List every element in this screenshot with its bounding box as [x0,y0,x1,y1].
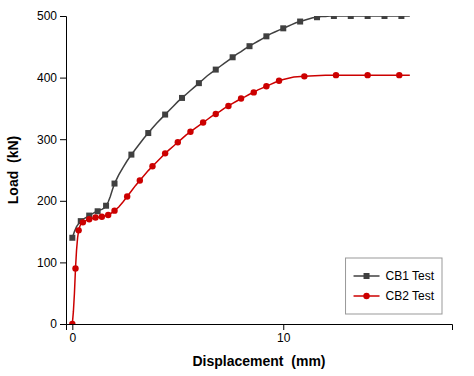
point [112,181,118,187]
point [145,130,151,136]
y-tick-label: 0 [50,317,57,331]
legend-marker [363,293,369,299]
y-tick: 500 [37,9,66,23]
y-tick-mark [60,139,66,140]
legend-marker [364,273,370,279]
y-tick: 200 [37,194,66,208]
y-axis: 0 100 200 300 400 500 [37,9,67,331]
point [69,321,75,324]
x-axis-title: Displacement (mm) [192,353,325,369]
point [297,19,303,25]
legend-item: CB1 Test [354,269,435,283]
point [103,203,109,209]
point [86,216,92,222]
point [124,193,130,199]
point [99,214,105,220]
y-tick: 100 [37,256,66,270]
point [128,152,134,158]
point [247,43,253,49]
x-axis: 0 10 [67,324,453,345]
point [111,207,117,213]
x-tick-mark [283,324,284,330]
point [200,119,206,125]
series-line [72,16,409,238]
x-tick-label: 0 [69,331,76,345]
legend-box [346,258,442,314]
point [69,235,75,241]
y-axis-title: Load (kN) [5,136,21,204]
point [276,77,282,83]
point [75,227,81,233]
x-tick: 10 [277,324,291,345]
point [105,212,111,218]
point [238,95,244,101]
point [175,139,181,145]
x-tick-label: 10 [277,331,291,345]
y-tick-label: 100 [37,256,57,270]
point [230,54,236,60]
y-tick-mark [60,262,66,263]
point [196,80,202,86]
legend-label: CB1 Test [386,269,435,283]
x-tick: 0 [69,324,76,345]
point [301,73,307,79]
point [398,16,404,19]
point [95,208,101,214]
y-axis-line [60,17,67,325]
y-tick-label: 300 [37,133,57,147]
point [263,33,269,39]
plot: 0100100200300400500CB1 TestCB2 Test [37,9,453,344]
y-tick-mark [60,78,66,79]
point [80,219,86,225]
y-tick-label: 500 [37,9,57,23]
point [251,89,257,95]
point [364,72,370,78]
point [92,214,98,220]
point [187,129,193,135]
point [263,83,269,89]
y-tick: 300 [37,133,66,147]
point [365,16,371,19]
chart: 0100100200300400500CB1 TestCB2 TestDispl… [0,0,474,376]
y-tick: 400 [37,71,66,85]
point [179,95,185,101]
point [225,103,231,109]
y-tick: 0 [50,317,66,331]
point [396,72,402,78]
point [314,16,320,20]
point [348,16,354,19]
point [149,163,155,169]
y-tick-mark [60,201,66,202]
y-tick-label: 200 [37,194,57,208]
legend: CB1 Test CB2 Test [346,258,442,314]
point [137,177,143,183]
legend-label: CB2 Test [386,289,435,303]
x-tick-mark [72,324,73,330]
x-axis-line [67,325,453,331]
point [162,112,168,118]
y-tick-label: 400 [37,71,57,85]
point [162,150,168,156]
point [213,111,219,117]
y-tick-mark [60,16,66,17]
point [331,16,337,19]
legend-item: CB2 Test [354,289,435,303]
point [213,67,219,73]
point [280,25,286,31]
point [72,265,78,271]
point [333,72,339,78]
point [382,16,388,19]
y-tick-mark [60,324,66,325]
